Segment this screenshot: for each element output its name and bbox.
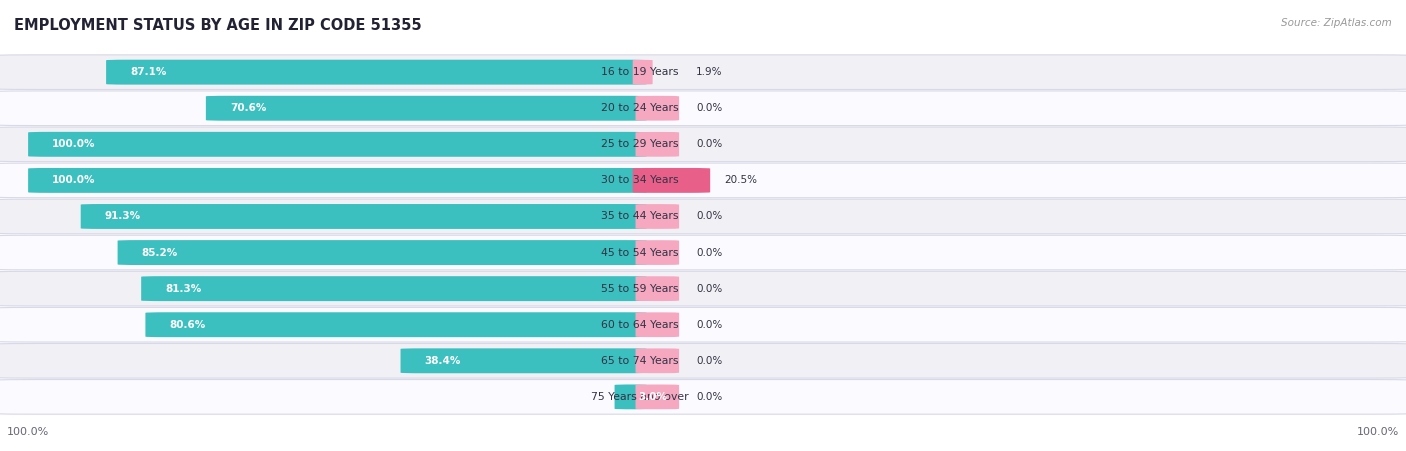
Text: 20.5%: 20.5% xyxy=(724,175,758,185)
FancyBboxPatch shape xyxy=(0,308,1406,342)
FancyBboxPatch shape xyxy=(631,60,654,85)
FancyBboxPatch shape xyxy=(205,96,647,121)
Text: 0.0%: 0.0% xyxy=(696,284,723,294)
Text: 100.0%: 100.0% xyxy=(52,139,96,149)
Text: 1.9%: 1.9% xyxy=(696,67,723,77)
FancyBboxPatch shape xyxy=(636,132,679,156)
FancyBboxPatch shape xyxy=(0,235,1406,270)
FancyBboxPatch shape xyxy=(0,163,1406,198)
Text: 100.0%: 100.0% xyxy=(7,428,49,437)
Text: 80.6%: 80.6% xyxy=(169,320,205,330)
FancyBboxPatch shape xyxy=(28,132,647,157)
Text: 45 to 54 Years: 45 to 54 Years xyxy=(600,248,679,258)
FancyBboxPatch shape xyxy=(80,204,647,229)
Text: 0.0%: 0.0% xyxy=(696,392,723,402)
FancyBboxPatch shape xyxy=(633,168,710,193)
FancyBboxPatch shape xyxy=(0,127,1406,161)
Text: 25 to 29 Years: 25 to 29 Years xyxy=(600,139,679,149)
Text: 85.2%: 85.2% xyxy=(142,248,177,258)
Text: 3.0%: 3.0% xyxy=(638,392,668,402)
FancyBboxPatch shape xyxy=(0,272,1406,306)
Text: 35 to 44 Years: 35 to 44 Years xyxy=(600,212,679,221)
FancyBboxPatch shape xyxy=(401,348,647,373)
Text: 81.3%: 81.3% xyxy=(165,284,201,294)
FancyBboxPatch shape xyxy=(28,168,647,193)
FancyBboxPatch shape xyxy=(118,240,647,265)
Text: 38.4%: 38.4% xyxy=(425,356,461,366)
Text: 100.0%: 100.0% xyxy=(52,175,96,185)
FancyBboxPatch shape xyxy=(636,349,679,373)
Text: 20 to 24 Years: 20 to 24 Years xyxy=(600,103,679,113)
Text: 55 to 59 Years: 55 to 59 Years xyxy=(600,284,679,294)
Text: 75 Years and over: 75 Years and over xyxy=(591,392,689,402)
FancyBboxPatch shape xyxy=(614,384,647,410)
Text: EMPLOYMENT STATUS BY AGE IN ZIP CODE 51355: EMPLOYMENT STATUS BY AGE IN ZIP CODE 513… xyxy=(14,18,422,33)
Text: 0.0%: 0.0% xyxy=(696,320,723,330)
FancyBboxPatch shape xyxy=(145,312,647,337)
Text: 60 to 64 Years: 60 to 64 Years xyxy=(600,320,679,330)
FancyBboxPatch shape xyxy=(0,380,1406,414)
FancyBboxPatch shape xyxy=(636,276,679,301)
FancyBboxPatch shape xyxy=(636,204,679,229)
FancyBboxPatch shape xyxy=(636,240,679,265)
Text: 0.0%: 0.0% xyxy=(696,356,723,366)
FancyBboxPatch shape xyxy=(0,91,1406,125)
FancyBboxPatch shape xyxy=(0,199,1406,234)
Text: 70.6%: 70.6% xyxy=(229,103,266,113)
FancyBboxPatch shape xyxy=(0,344,1406,378)
Text: 87.1%: 87.1% xyxy=(129,67,166,77)
FancyBboxPatch shape xyxy=(0,55,1406,89)
Text: 91.3%: 91.3% xyxy=(104,212,141,221)
FancyBboxPatch shape xyxy=(636,385,679,409)
Text: Source: ZipAtlas.com: Source: ZipAtlas.com xyxy=(1281,18,1392,28)
FancyBboxPatch shape xyxy=(141,276,647,301)
Text: 16 to 19 Years: 16 to 19 Years xyxy=(600,67,679,77)
Text: 100.0%: 100.0% xyxy=(1357,428,1399,437)
FancyBboxPatch shape xyxy=(636,96,679,120)
FancyBboxPatch shape xyxy=(636,313,679,337)
FancyBboxPatch shape xyxy=(105,60,647,85)
Text: 0.0%: 0.0% xyxy=(696,248,723,258)
Text: 0.0%: 0.0% xyxy=(696,103,723,113)
Text: 0.0%: 0.0% xyxy=(696,212,723,221)
Text: 30 to 34 Years: 30 to 34 Years xyxy=(600,175,679,185)
Text: 0.0%: 0.0% xyxy=(696,139,723,149)
Legend: In Labor Force, Unemployed: In Labor Force, Unemployed xyxy=(598,448,808,451)
Text: 65 to 74 Years: 65 to 74 Years xyxy=(600,356,679,366)
